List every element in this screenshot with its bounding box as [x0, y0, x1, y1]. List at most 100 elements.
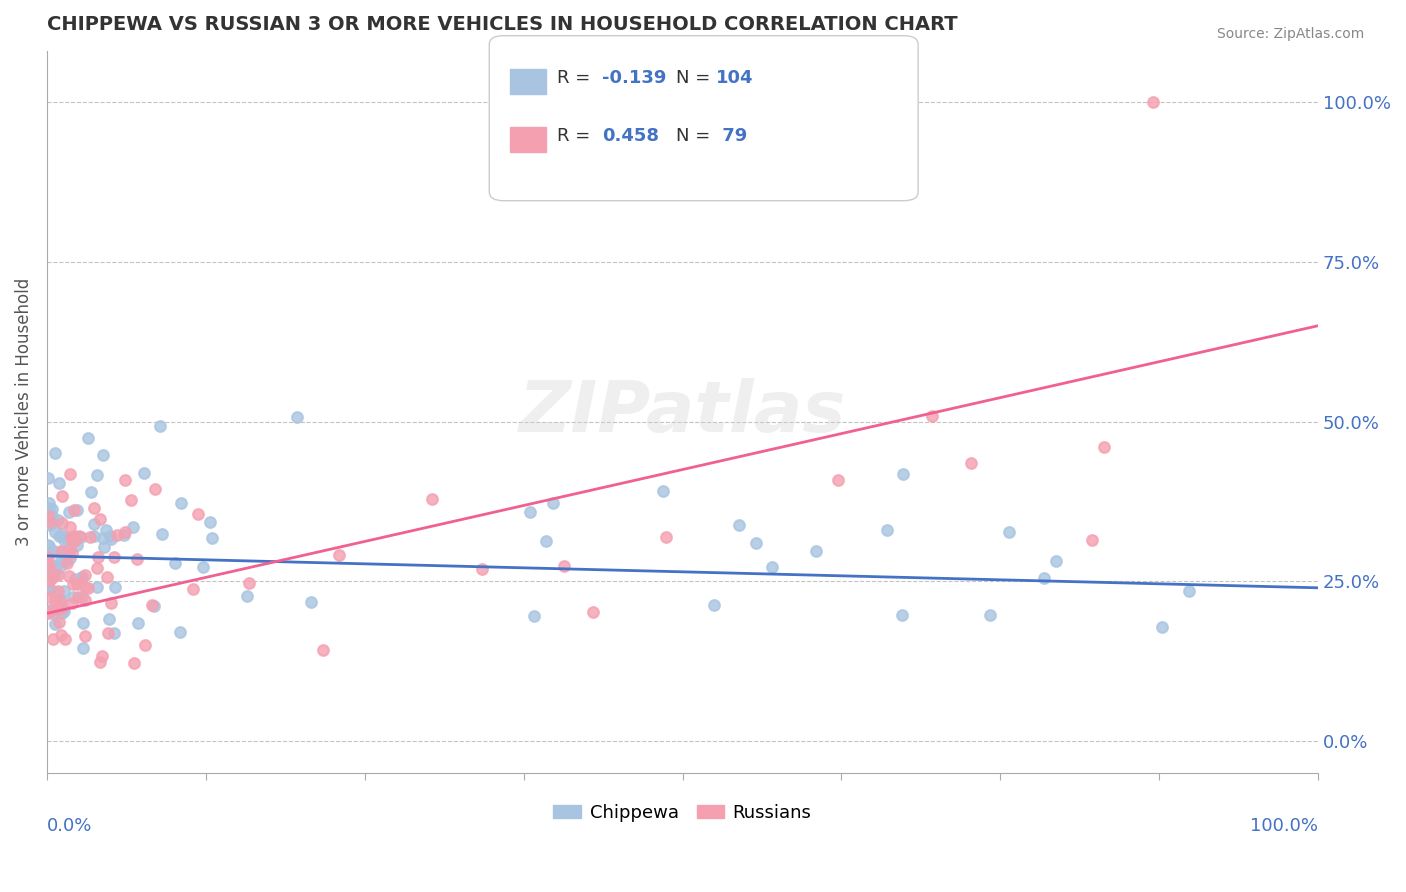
Chippewa: [41, 502, 63, 516]
Russians: [125, 552, 148, 566]
Text: 79: 79: [716, 127, 747, 145]
Russians: [328, 549, 350, 563]
Chippewa: [104, 580, 127, 594]
Chippewa: [58, 542, 80, 557]
Chippewa: [42, 584, 65, 599]
Russians: [114, 473, 136, 487]
Chippewa: [169, 496, 191, 510]
Russians: [103, 550, 125, 565]
Russians: [73, 629, 96, 643]
Chippewa: [70, 570, 93, 584]
Russians: [77, 582, 100, 596]
Chippewa: [39, 582, 62, 597]
Chippewa: [37, 577, 59, 591]
Russians: [49, 594, 72, 608]
Chippewa: [121, 520, 143, 534]
Chippewa: [893, 467, 915, 481]
Chippewa: [761, 560, 783, 574]
Chippewa: [519, 505, 541, 519]
Legend: Chippewa, Russians: Chippewa, Russians: [546, 797, 818, 830]
Chippewa: [38, 516, 60, 530]
Chippewa: [198, 515, 221, 529]
Text: R =: R =: [557, 69, 596, 87]
Text: -0.139: -0.139: [602, 69, 666, 87]
Russians: [38, 562, 60, 576]
Chippewa: [77, 432, 100, 446]
Russians: [42, 632, 65, 646]
Russians: [49, 628, 72, 642]
Russians: [41, 571, 63, 585]
Russians: [100, 596, 122, 610]
Russians: [89, 512, 111, 526]
Chippewa: [134, 466, 156, 480]
Russians: [143, 482, 166, 496]
Chippewa: [703, 598, 725, 612]
Text: CHIPPEWA VS RUSSIAN 3 OR MORE VEHICLES IN HOUSEHOLD CORRELATION CHART: CHIPPEWA VS RUSSIAN 3 OR MORE VEHICLES I…: [46, 15, 957, 34]
Russians: [66, 590, 89, 604]
Chippewa: [44, 446, 66, 460]
Russians: [44, 593, 66, 607]
Russians: [39, 604, 62, 618]
Russians: [83, 500, 105, 515]
Chippewa: [37, 471, 59, 485]
Russians: [124, 656, 146, 670]
Text: ZIPatlas: ZIPatlas: [519, 377, 846, 447]
Russians: [75, 568, 97, 582]
Text: 104: 104: [716, 69, 754, 87]
Russians: [86, 560, 108, 574]
Chippewa: [98, 528, 121, 542]
Russians: [97, 626, 120, 640]
Russians: [120, 492, 142, 507]
Chippewa: [541, 496, 564, 510]
Chippewa: [287, 409, 309, 424]
Chippewa: [55, 531, 77, 545]
Chippewa: [38, 518, 60, 533]
Chippewa: [235, 590, 257, 604]
Chippewa: [728, 517, 751, 532]
Chippewa: [53, 583, 76, 598]
Chippewa: [979, 607, 1001, 622]
Russians: [66, 577, 89, 591]
Russians: [48, 615, 70, 629]
Chippewa: [97, 611, 120, 625]
Russians: [51, 516, 73, 531]
Text: 100.0%: 100.0%: [1250, 816, 1319, 835]
Chippewa: [165, 556, 187, 570]
Russians: [51, 601, 73, 615]
Russians: [420, 491, 443, 506]
Russians: [59, 467, 82, 482]
Chippewa: [103, 626, 125, 640]
Russians: [921, 409, 943, 423]
Russians: [39, 590, 62, 604]
Chippewa: [45, 559, 67, 574]
Chippewa: [37, 537, 59, 551]
Russians: [1142, 95, 1164, 109]
Russians: [827, 473, 849, 487]
Text: 0.0%: 0.0%: [46, 816, 93, 835]
Chippewa: [83, 528, 105, 542]
Russians: [59, 541, 82, 556]
Text: 0.458: 0.458: [602, 127, 659, 145]
Chippewa: [66, 538, 89, 552]
Russians: [75, 592, 97, 607]
Russians: [53, 632, 76, 647]
Chippewa: [652, 483, 675, 498]
Chippewa: [52, 533, 75, 548]
Chippewa: [1045, 554, 1067, 568]
Chippewa: [1033, 572, 1056, 586]
Chippewa: [1178, 583, 1201, 598]
Chippewa: [83, 517, 105, 532]
Russians: [960, 456, 983, 470]
Chippewa: [523, 609, 546, 624]
Russians: [1081, 533, 1104, 548]
Chippewa: [94, 523, 117, 537]
Chippewa: [58, 504, 80, 518]
Russians: [114, 524, 136, 539]
Chippewa: [100, 532, 122, 546]
Russians: [87, 550, 110, 565]
Chippewa: [41, 606, 63, 620]
Chippewa: [59, 551, 82, 566]
Chippewa: [72, 641, 94, 656]
Russians: [134, 638, 156, 652]
Chippewa: [997, 524, 1019, 539]
